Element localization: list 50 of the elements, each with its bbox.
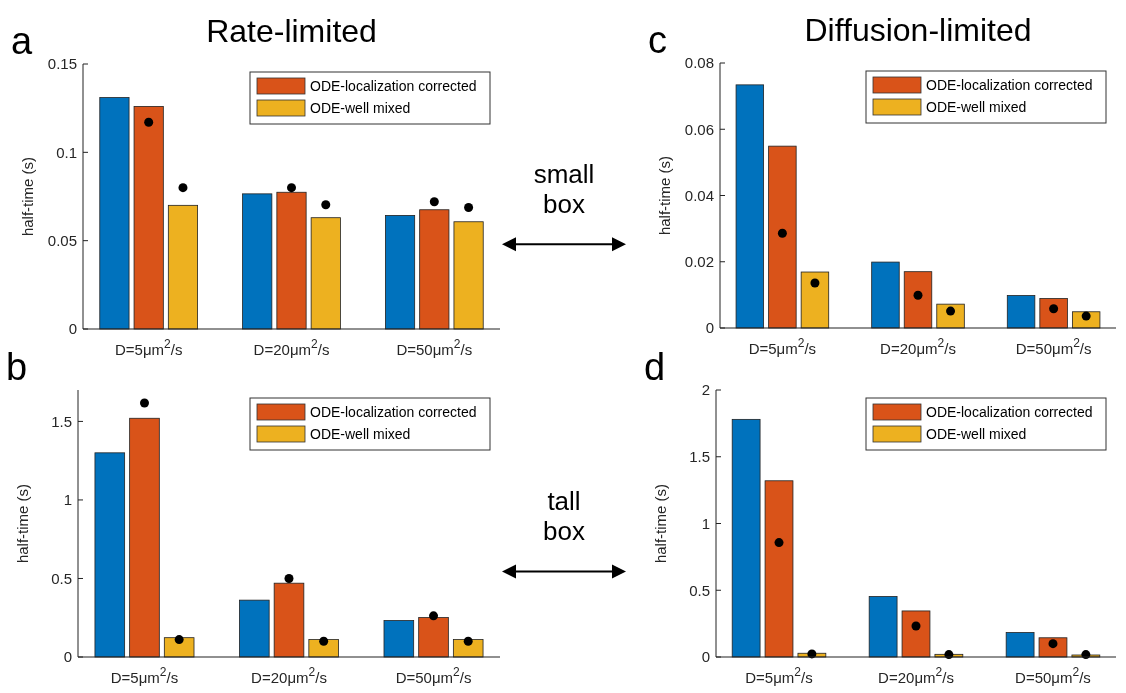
y-tick-label: 0.02 bbox=[684, 253, 714, 270]
y-tick-label: 1 bbox=[63, 491, 72, 509]
x-tick-label: D=20μm$^{2}$/s bbox=[253, 337, 330, 358]
y-tick-label: 0 bbox=[705, 319, 714, 337]
y-tick-label: 0.15 bbox=[47, 55, 77, 73]
y-axis-title: half-time (s) bbox=[656, 155, 673, 236]
legend-label: ODE-localization corrected bbox=[310, 404, 477, 420]
y-tick-label: 0.5 bbox=[689, 581, 710, 599]
legend-label: ODE-well mixed bbox=[310, 100, 411, 116]
y-tick-label: 0.05 bbox=[47, 231, 77, 249]
y-tick-label: 1.5 bbox=[689, 448, 710, 465]
text: tall box bbox=[543, 486, 585, 547]
legend-label: ODE-well mixed bbox=[310, 426, 411, 442]
chart-title: Rate-limited bbox=[206, 13, 377, 49]
y-tick-label: 0.5 bbox=[51, 569, 72, 587]
text: c bbox=[648, 19, 667, 61]
y-tick-label: 0.08 bbox=[684, 54, 714, 72]
x-tick-label: D=5μm$^{2}$/s bbox=[110, 665, 179, 686]
y-axis-title: half-time (s) bbox=[14, 483, 31, 564]
y-tick-label: 0 bbox=[63, 648, 72, 666]
text: d bbox=[644, 346, 666, 388]
x-tick-label: D=5μm$^{2}$/s bbox=[748, 336, 817, 357]
legend-label: ODE-localization corrected bbox=[926, 404, 1093, 420]
x-tick-label: D=20μm$^{2}$/s bbox=[880, 336, 956, 357]
text: a bbox=[11, 20, 33, 62]
y-axis-title: half-time (s) bbox=[652, 483, 669, 564]
x-tick-label: D=50μm$^{2}$/s bbox=[396, 337, 473, 358]
y-tick-label: 0.1 bbox=[56, 143, 77, 161]
legend-label: ODE-well mixed bbox=[926, 99, 1027, 115]
y-tick-label: 0.06 bbox=[684, 120, 714, 138]
x-tick-label: D=20μm$^{2}$/s bbox=[878, 665, 954, 686]
y-axis-title: half-time (s) bbox=[19, 156, 36, 237]
y-tick-label: 1 bbox=[701, 514, 710, 532]
x-tick-label: D=5μm$^{2}$/s bbox=[745, 665, 813, 686]
x-tick-label: D=20μm$^{2}$/s bbox=[251, 665, 327, 686]
chart-title: Diffusion-limited bbox=[804, 12, 1032, 48]
x-tick-label: D=5μm$^{2}$/s bbox=[114, 337, 183, 358]
y-tick-label: 0 bbox=[701, 648, 710, 666]
legend-label: ODE-well mixed bbox=[926, 426, 1027, 442]
legend-label: ODE-localization corrected bbox=[310, 78, 477, 94]
text: small box bbox=[533, 159, 595, 220]
y-tick-label: 0 bbox=[68, 320, 77, 338]
x-tick-label: D=50μm$^{2}$/s bbox=[395, 665, 472, 686]
x-tick-label: D=50μm$^{2}$/s bbox=[1015, 336, 1092, 357]
y-tick-label: 0.04 bbox=[684, 186, 714, 204]
text: b bbox=[6, 346, 28, 388]
x-tick-label: D=50μm$^{2}$/s bbox=[1015, 665, 1091, 686]
legend-label: ODE-localization corrected bbox=[926, 77, 1093, 93]
y-tick-label: 1.5 bbox=[51, 412, 72, 430]
y-tick-label: 2 bbox=[701, 381, 710, 399]
